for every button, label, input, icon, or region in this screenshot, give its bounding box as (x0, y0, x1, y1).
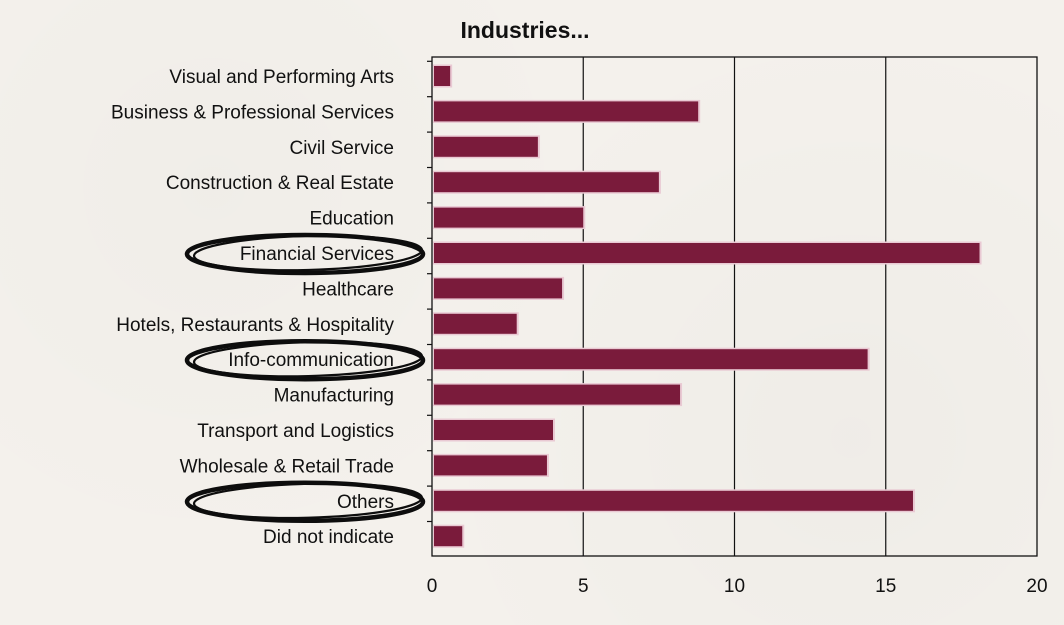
bar-10 (434, 420, 553, 440)
bar-12 (434, 490, 913, 511)
bar-3 (434, 172, 659, 193)
x-tick-label-0: 0 (427, 576, 438, 597)
chart-title: Industries... (460, 17, 589, 43)
category-label: Did not indicate (263, 527, 394, 548)
x-tick-label-5: 5 (578, 576, 589, 597)
category-labels: Visual and Performing Arts Business & Pro… (111, 60, 432, 548)
bar-7 (434, 313, 517, 334)
highlight-ellipse-stroke (192, 482, 424, 520)
category-label: Healthcare (302, 279, 394, 300)
bar-13 (434, 526, 463, 547)
x-tick-label-10: 10 (724, 576, 745, 597)
x-tick-label-20: 20 (1026, 576, 1047, 597)
bar-11 (434, 455, 547, 476)
category-label: Info-communication (228, 350, 394, 371)
x-axis-ticks: 0 5 10 15 20 (427, 576, 1048, 597)
bar-8 (434, 349, 868, 370)
highlight-ellipse-stroke (192, 234, 424, 272)
highlight-circles (184, 232, 426, 524)
category-label: Manufacturing (274, 386, 394, 407)
bar-5 (434, 243, 980, 263)
bar-6 (434, 278, 563, 299)
category-label: Hotels, Restaurants & Hospitality (116, 315, 394, 336)
bar-0 (434, 66, 451, 86)
category-label: Others (337, 492, 394, 513)
category-label: Wholesale & Retail Trade (180, 456, 394, 477)
bar-1 (434, 101, 699, 122)
category-label: Financial Services (240, 244, 394, 265)
category-label: Construction & Real Estate (166, 173, 394, 194)
highlight-ellipse-stroke (192, 340, 424, 378)
bar-2 (434, 136, 538, 157)
gridlines (582, 57, 887, 556)
category-label: Civil Service (289, 138, 394, 159)
x-tick-label-15: 15 (875, 576, 896, 597)
bars (433, 64, 982, 548)
category-label: Transport and Logistics (197, 421, 394, 442)
bar-4 (434, 207, 584, 228)
category-label: Education (309, 209, 394, 230)
category-label: Business & Professional Services (111, 102, 394, 123)
bar-9 (434, 384, 681, 405)
category-label: Visual and Performing Arts (169, 67, 394, 88)
